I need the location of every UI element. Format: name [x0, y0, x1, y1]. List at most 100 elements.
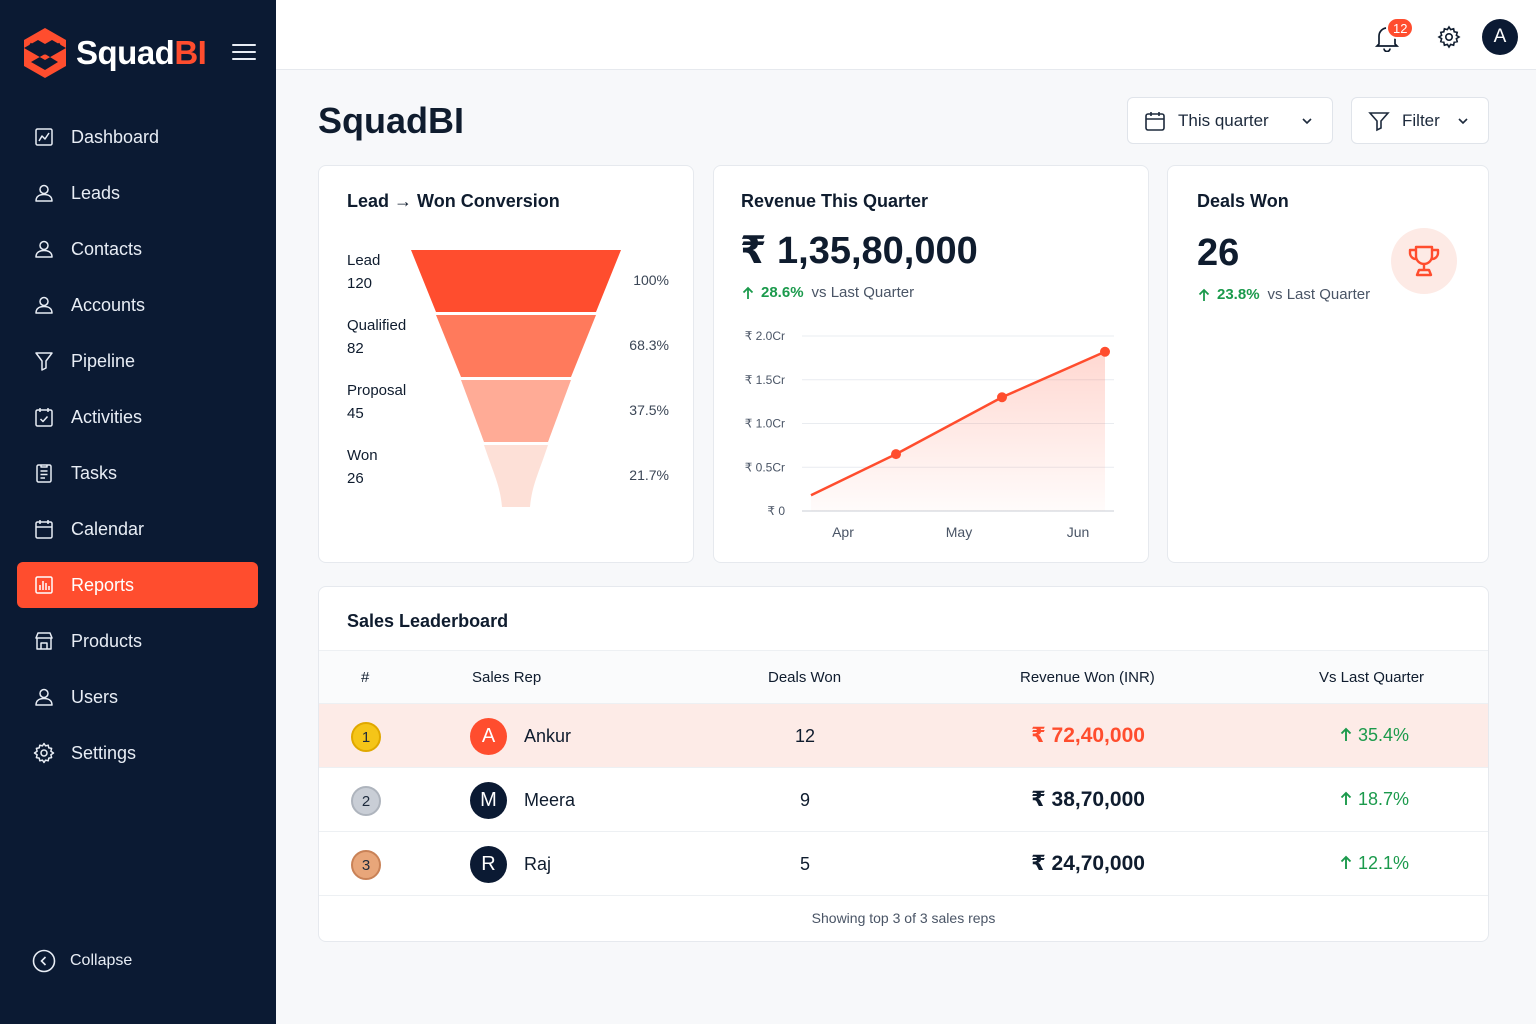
deals-value: 26 — [1197, 232, 1240, 274]
sales-rep-name[interactable]: Ankur — [524, 726, 572, 746]
sidebar-item-label: Tasks — [71, 462, 118, 483]
calendar-icon — [33, 518, 55, 540]
gear-icon[interactable] — [1437, 25, 1461, 49]
sidebar-item-tasks[interactable]: Tasks — [17, 450, 258, 496]
funnel-stage-label: Qualified 82 — [347, 317, 407, 357]
sidebar-item-accounts[interactable]: Accounts — [17, 282, 258, 328]
collapse-button[interactable]: Collapse — [32, 949, 132, 973]
squadbi-logo-icon — [24, 28, 66, 78]
sales-rep-name[interactable]: Meera — [524, 790, 576, 810]
arrow-up-icon — [1340, 727, 1352, 741]
sidebar-item-leads[interactable]: Leads — [17, 170, 258, 216]
revenue-chart: ₹ 0 ₹ 0.5Cr ₹ 1.0Cr ₹ 1.5Cr ₹ 2.0Cr Apr May Jun — [745, 329, 1114, 540]
filter-dropdown-label: Filter — [1402, 110, 1440, 130]
sidebar-item-label: Products — [71, 630, 143, 651]
rank-medal-icon: 1 — [351, 722, 381, 752]
calendar-check-icon — [33, 406, 55, 428]
x-tick-label: May — [946, 524, 972, 540]
sidebar-item-pipeline[interactable]: Pipeline — [17, 338, 258, 384]
leaderboard-card: Sales Leaderboard # Sales Rep Deals Won … — [318, 586, 1489, 942]
funnel-stage-percent: 21.7% — [629, 467, 669, 483]
arrow-up-icon — [1198, 288, 1210, 301]
sidebar-item-products[interactable]: Products — [17, 618, 258, 664]
funnel-stage-proposal — [461, 380, 571, 442]
revenue-trend: 28.6% vs Last Quarter — [741, 284, 914, 301]
leaderboard-title: Sales Leaderboard — [347, 611, 509, 631]
revenue-won-cell: ₹ 24,70,000 — [1031, 852, 1145, 875]
table-row[interactable]: 1 A Ankur 12 ₹ 72,40,000 35.4% — [319, 704, 1488, 768]
avatar[interactable]: R — [470, 846, 507, 883]
page-title: SquadBI — [318, 100, 465, 141]
user-icon — [33, 294, 55, 316]
funnel-title: Lead → Won Conversion — [347, 191, 560, 211]
x-tick-label: Apr — [832, 524, 854, 540]
sidebar-item-dashboard[interactable]: Dashboard — [17, 114, 258, 160]
sidebar-item-users[interactable]: Users — [17, 674, 258, 720]
vs-last-quarter-cell: 12.1% — [1314, 853, 1434, 874]
sidebar-item-label: Dashboard — [71, 126, 160, 147]
table-row[interactable]: 2 M Meera 9 ₹ 38,70,000 18.7% — [319, 768, 1488, 832]
funnel-chart — [411, 250, 621, 507]
y-tick-label: ₹ 1.0Cr — [745, 417, 785, 431]
revenue-area — [811, 351, 1105, 511]
sidebar-item-label: Pipeline — [71, 350, 136, 371]
deals-trend: 23.8% vs Last Quarter — [1197, 286, 1370, 303]
sidebar-item-label: Reports — [71, 574, 135, 595]
revenue-won-cell: ₹ 38,70,000 — [1031, 788, 1145, 811]
y-tick-label: ₹ 1.5Cr — [745, 373, 785, 387]
funnel-stage-label: Won 26 — [347, 447, 378, 487]
column-sales-rep[interactable]: Sales Rep — [472, 669, 542, 686]
user-icon — [33, 238, 55, 260]
sidebar-item-settings[interactable]: Settings — [17, 730, 258, 776]
column-deals-won[interactable]: Deals Won — [768, 669, 842, 686]
revenue-title: Revenue This Quarter — [741, 191, 929, 211]
brand[interactable]: SquadBI — [22, 26, 207, 80]
column-revenue-won[interactable]: Revenue Won (INR) — [1020, 669, 1155, 686]
chevron-down-icon — [1458, 118, 1468, 125]
sales-rep-name[interactable]: Raj — [524, 854, 552, 874]
table-row[interactable]: 3 R Raj 5 ₹ 24,70,000 12.1% — [319, 832, 1488, 896]
y-tick-label: ₹ 0.5Cr — [745, 460, 785, 474]
user-avatar[interactable]: A — [1482, 19, 1518, 55]
leaderboard-footer: Showing top 3 of 3 sales reps — [811, 910, 996, 926]
revenue-won-cell: ₹ 72,40,000 — [1031, 724, 1145, 747]
sidebar-item-reports[interactable]: Reports — [17, 562, 258, 608]
filter-dropdown[interactable]: Filter — [1351, 97, 1489, 144]
rank-medal-icon: 3 — [351, 850, 381, 880]
arrow-up-icon — [1340, 791, 1352, 805]
revenue-point-may[interactable] — [997, 392, 1007, 403]
menu-toggle-icon[interactable] — [232, 44, 256, 64]
sidebar-item-label: Accounts — [71, 294, 146, 315]
sidebar-nav: Dashboard Leads Contacts Accounts Pipeline Ac… — [17, 114, 258, 786]
chevron-down-icon — [1302, 118, 1312, 125]
filter-icon — [1368, 111, 1390, 131]
calendar-icon — [1145, 111, 1165, 131]
funnel-stage-qualified — [436, 315, 596, 377]
x-tick-label: Jun — [1067, 524, 1090, 540]
sidebar-item-label: Settings — [71, 742, 137, 763]
sidebar-item-activities[interactable]: Activities — [17, 394, 258, 440]
revenue-point-jun[interactable] — [1100, 346, 1110, 357]
trophy-icon — [1408, 245, 1440, 277]
period-dropdown[interactable]: This quarter — [1127, 97, 1333, 144]
user-icon — [33, 182, 55, 204]
deals-title: Deals Won — [1197, 191, 1289, 211]
revenue-point-apr[interactable] — [891, 449, 901, 460]
column-vs-last-quarter[interactable]: Vs Last Quarter — [1319, 669, 1425, 686]
column-rank[interactable]: # — [361, 669, 370, 686]
funnel-stage-percent: 100% — [633, 272, 669, 288]
funnel-stage-percent: 68.3% — [629, 337, 669, 353]
sidebar-item-contacts[interactable]: Contacts — [17, 226, 258, 272]
clipboard-icon — [33, 462, 55, 484]
funnel-icon — [33, 350, 55, 372]
avatar[interactable]: A — [470, 718, 507, 755]
trophy-badge — [1391, 228, 1457, 294]
funnel-stage-percent: 37.5% — [629, 402, 669, 418]
period-dropdown-label: This quarter — [1178, 110, 1269, 130]
sidebar: SquadBI Dashboard Leads Contacts Accounts Pi… — [0, 0, 276, 1024]
avatar[interactable]: M — [470, 782, 507, 819]
sidebar-item-calendar[interactable]: Calendar — [17, 506, 258, 552]
bar-chart-icon — [33, 574, 55, 596]
arrow-up-icon — [1340, 855, 1352, 869]
sidebar-item-label: Leads — [71, 182, 121, 203]
